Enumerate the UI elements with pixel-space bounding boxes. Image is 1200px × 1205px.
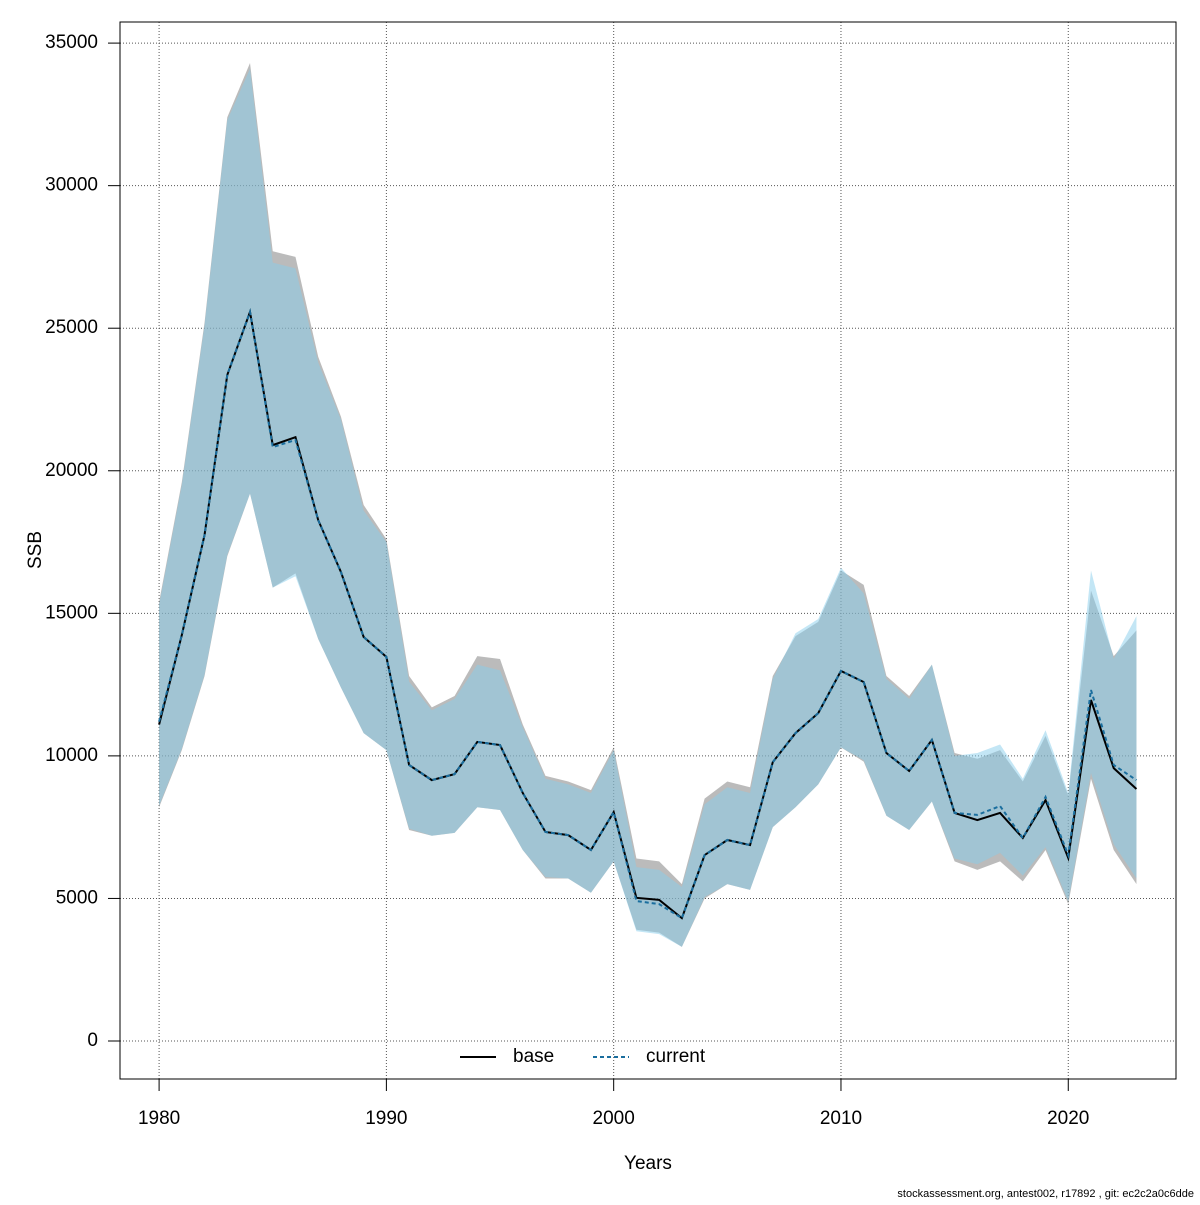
y-tick-label: 0	[87, 1030, 98, 1051]
y-axis-label: SSB	[25, 531, 46, 569]
x-tick-label: 1990	[365, 1108, 407, 1129]
y-tick-label: 25000	[45, 317, 98, 338]
y-tick-label: 35000	[45, 32, 98, 53]
legend-label: current	[646, 1046, 706, 1067]
confidence-band	[159, 68, 1137, 947]
legend-label: base	[513, 1046, 554, 1067]
footer: stockassessment.org, antest002, r17892 ,…	[897, 1188, 1194, 1200]
series-line	[158, 308, 1138, 920]
y-tick-label: 30000	[45, 175, 98, 196]
x-axis-label: Years	[624, 1153, 672, 1174]
y-tick-label: 20000	[45, 460, 98, 481]
y-tick-label: 10000	[45, 745, 98, 766]
x-tick-label: 2000	[593, 1108, 635, 1129]
plot-frame	[119, 21, 1177, 1080]
x-tick-label: 2020	[1047, 1108, 1089, 1129]
y-tick-label: 15000	[45, 602, 98, 623]
y-tick-label: 5000	[56, 887, 98, 908]
x-tick-label: 2010	[820, 1108, 862, 1129]
x-tick-label: 1980	[138, 1108, 180, 1129]
